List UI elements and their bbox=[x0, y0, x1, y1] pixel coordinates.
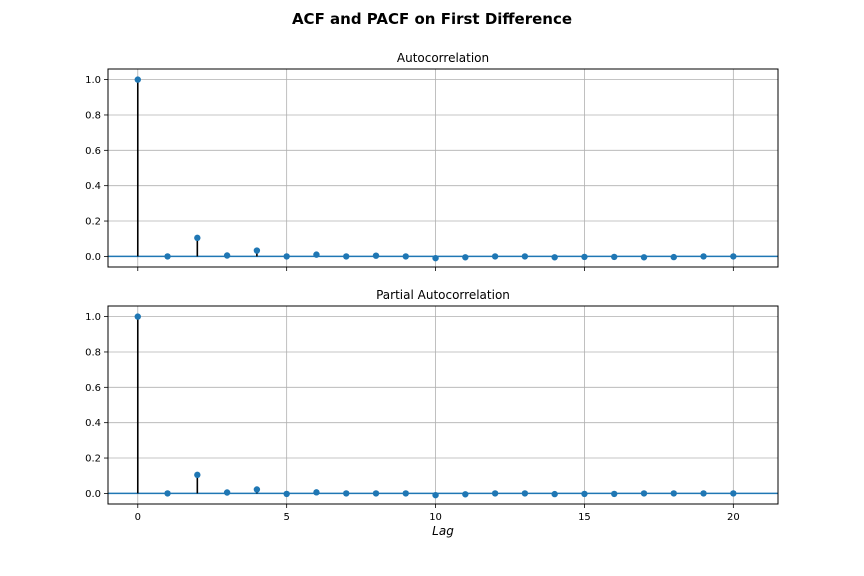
pacf-point-lag-3 bbox=[223, 489, 231, 496]
acf-ytick-label: 1.0 bbox=[85, 75, 101, 86]
acf-point-lag-13 bbox=[521, 253, 529, 260]
pacf-point-lag-9 bbox=[402, 490, 409, 497]
acf-point-lag-20 bbox=[730, 253, 737, 260]
pacf-xtick-label: 0 bbox=[135, 512, 141, 523]
figure-title: ACF and PACF on First Difference bbox=[292, 10, 572, 28]
pacf-point-lag-5 bbox=[283, 490, 290, 498]
pacf-point-lag-17 bbox=[640, 490, 648, 497]
acf-point-lag-0 bbox=[134, 76, 141, 83]
acf-point-lag-6 bbox=[313, 251, 320, 258]
acf-point-lag-5 bbox=[283, 253, 290, 260]
pacf-xtick-label: 20 bbox=[727, 512, 740, 523]
pacf-point-lag-8 bbox=[372, 490, 380, 497]
acf-point-lag-18 bbox=[670, 253, 677, 261]
acf-axes-frame bbox=[107, 68, 779, 268]
pacf-point-lag-7 bbox=[343, 490, 350, 497]
acf-ytick-label: 0.6 bbox=[85, 146, 101, 157]
acf-point-lag-11 bbox=[462, 254, 469, 261]
acf-point-lag-8 bbox=[372, 252, 380, 259]
pacf-point-lag-16 bbox=[611, 490, 618, 498]
pacf-point-lag-19 bbox=[700, 490, 707, 497]
pacf-point-lag-6 bbox=[313, 489, 320, 496]
acf-panel: 0.0 0.2 0.4 0.6 0.8 1.0 Autocorrelation bbox=[85, 51, 779, 271]
pacf-point-lag-20 bbox=[730, 490, 737, 497]
acf-point-lag-12 bbox=[491, 253, 499, 260]
pacf-ytick-label: 0.0 bbox=[85, 489, 101, 500]
acf-ytick-label: 0.0 bbox=[85, 252, 101, 263]
acf-point-lag-17 bbox=[640, 254, 648, 261]
acf-point-lag-7 bbox=[343, 253, 350, 260]
acf-point-lag-10 bbox=[432, 254, 439, 262]
acf-point-lag-2 bbox=[194, 234, 201, 242]
pacf-point-lag-11 bbox=[462, 491, 469, 498]
pacf-panel-title: Partial Autocorrelation bbox=[376, 288, 510, 302]
pacf-point-lag-12 bbox=[491, 490, 499, 497]
acf-ytick-label: 0.8 bbox=[85, 110, 101, 121]
pacf-point-lag-18 bbox=[670, 490, 677, 497]
acf-point-lag-14 bbox=[551, 254, 558, 261]
acf-point-lag-1 bbox=[164, 253, 171, 260]
pacf-point-lag-14 bbox=[551, 490, 558, 498]
pacf-ytick-label: 0.4 bbox=[85, 418, 101, 429]
pacf-xtick-label: 15 bbox=[578, 512, 591, 523]
pacf-panel: 0.0 0.2 0.4 0.6 0.8 1.0 0 5 10 15 20 Partial Autoco… bbox=[85, 288, 779, 538]
acf-point-lag-19 bbox=[700, 253, 707, 260]
pacf-ytick-label: 0.8 bbox=[85, 347, 101, 358]
acf-ytick-label: 0.2 bbox=[85, 217, 101, 228]
acf-point-lag-4 bbox=[253, 247, 261, 254]
pacf-xtick-label: 5 bbox=[283, 512, 289, 523]
acf-panel-title: Autocorrelation bbox=[397, 51, 489, 65]
pacf-point-lag-2 bbox=[194, 471, 201, 479]
pacf-ytick-label: 0.2 bbox=[85, 454, 101, 465]
pacf-xtick-label: 10 bbox=[429, 512, 442, 523]
pacf-point-lag-10 bbox=[432, 491, 439, 499]
acf-point-lag-16 bbox=[611, 253, 618, 261]
acf-point-lag-3 bbox=[223, 252, 231, 259]
acf-point-lag-9 bbox=[402, 253, 409, 260]
pacf-point-lag-1 bbox=[164, 490, 171, 497]
pacf-point-lag-4 bbox=[253, 486, 261, 493]
acf-ytick-label: 0.4 bbox=[85, 181, 101, 192]
pacf-axes-frame bbox=[107, 305, 779, 505]
pacf-ytick-label: 0.6 bbox=[85, 383, 101, 394]
pacf-x-axis-label: Lag bbox=[432, 524, 454, 538]
pacf-point-lag-0 bbox=[134, 313, 141, 320]
acf-point-lag-15 bbox=[581, 253, 588, 261]
pacf-point-lag-15 bbox=[581, 490, 588, 498]
pacf-ytick-label: 1.0 bbox=[85, 312, 101, 323]
pacf-point-lag-13 bbox=[521, 490, 529, 497]
